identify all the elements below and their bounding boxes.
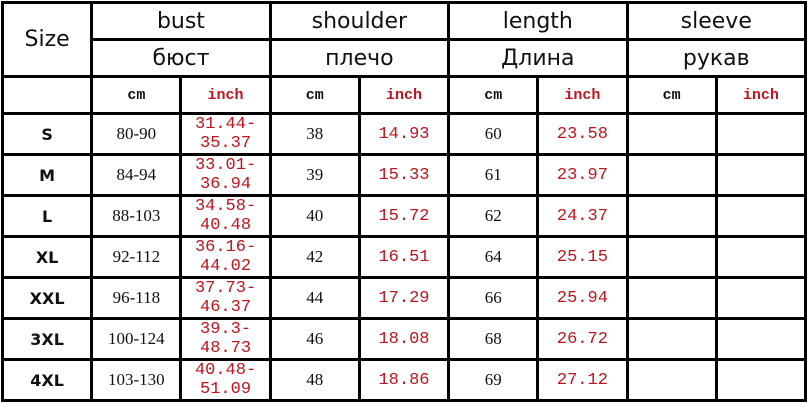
cm-value-cell: 38 (268, 112, 361, 156)
cm-value-cell (625, 235, 718, 279)
length-header: length (447, 1, 629, 41)
inch-value-cell: 23.58 (536, 112, 629, 156)
inch-value-cell (714, 112, 808, 156)
inch-value-cell: 39.3-48.73 (179, 317, 272, 361)
cm-value-cell: 68 (447, 317, 540, 361)
inch-value-cell (714, 153, 808, 197)
size-cell: M (0, 153, 94, 197)
table-row: 4XL 103-130 40.48-51.09 48 18.86 69 27.12 (0, 358, 808, 402)
inch-value-cell (714, 276, 808, 320)
cm-value-cell: 46 (268, 317, 361, 361)
unit-inch: inch (714, 75, 808, 115)
size-cell: XXL (0, 276, 94, 320)
length-header-ru: Длина (447, 38, 629, 78)
inch-value-cell: 25.94 (536, 276, 629, 320)
cm-value-cell: 40 (268, 194, 361, 238)
table-row: S 80-90 31.44-35.37 38 14.93 60 23.58 (0, 112, 808, 156)
header-row-ru: бюст плечо Длина рукав (3, 38, 808, 78)
table-row: M 84-94 33.01-36.94 39 15.33 61 23.97 (0, 153, 808, 197)
inch-value-cell: 18.08 (357, 317, 451, 361)
shoulder-header: shoulder (268, 1, 451, 41)
sleeve-header-ru: рукав (625, 38, 808, 78)
unit-cm: cm (90, 75, 183, 115)
inch-value-cell: 27.12 (536, 358, 629, 402)
blank-cell (0, 75, 94, 115)
header-row-en: Size bust shoulder length sleeve (0, 1, 808, 78)
inch-value-cell: 15.33 (357, 153, 451, 197)
inch-value-cell: 34.58-40.48 (179, 194, 272, 238)
unit-cm: cm (625, 75, 718, 115)
cm-value-cell: 88-103 (90, 194, 183, 238)
inch-value-cell: 36.16-44.02 (179, 235, 272, 279)
inch-value-cell: 23.97 (536, 153, 629, 197)
cm-value-cell (625, 276, 718, 320)
inch-value-cell (714, 235, 808, 279)
bust-header-ru: бюст (90, 38, 272, 78)
cm-value-cell: 48 (268, 358, 361, 402)
inch-value-cell: 33.01-36.94 (179, 153, 272, 197)
inch-value-cell: 37.73-46.37 (179, 276, 272, 320)
table-row: L 88-103 34.58-40.48 40 15.72 62 24.37 (0, 194, 808, 238)
size-cell: L (0, 194, 94, 238)
size-header: Size (0, 1, 94, 78)
inch-value-cell (714, 194, 808, 238)
inch-value-cell: 25.15 (536, 235, 629, 279)
cm-value-cell (625, 153, 718, 197)
inch-value-cell: 17.29 (357, 276, 451, 320)
shoulder-header-ru: плечо (268, 38, 451, 78)
inch-value-cell: 24.37 (536, 194, 629, 238)
cm-value-cell: 62 (447, 194, 540, 238)
unit-cm: cm (268, 75, 361, 115)
unit-inch: inch (536, 75, 629, 115)
unit-inch: inch (357, 75, 451, 115)
cm-value-cell (625, 358, 718, 402)
cm-value-cell: 96-118 (90, 276, 183, 320)
inch-value-cell: 14.93 (357, 112, 451, 156)
size-cell: XL (0, 235, 94, 279)
size-cell: 3XL (0, 317, 94, 361)
cm-value-cell (625, 194, 718, 238)
cm-value-cell: 44 (268, 276, 361, 320)
bust-header: bust (90, 1, 272, 41)
cm-value-cell: 80-90 (90, 112, 183, 156)
cm-value-cell: 42 (268, 235, 361, 279)
cm-value-cell: 66 (447, 276, 540, 320)
cm-value-cell (625, 317, 718, 361)
sleeve-header: sleeve (625, 1, 808, 41)
table-row: 3XL 100-124 39.3-48.73 46 18.08 68 26.72 (0, 317, 808, 361)
inch-value-cell: 26.72 (536, 317, 629, 361)
inch-value-cell: 16.51 (357, 235, 451, 279)
unit-inch: inch (179, 75, 272, 115)
cm-value-cell: 61 (447, 153, 540, 197)
cm-value-cell: 84-94 (90, 153, 183, 197)
inch-value-cell: 15.72 (357, 194, 451, 238)
cm-value-cell (625, 112, 718, 156)
size-cell: S (0, 112, 94, 156)
inch-value-cell: 31.44-35.37 (179, 112, 272, 156)
inch-value-cell (714, 358, 808, 402)
cm-value-cell: 92-112 (90, 235, 183, 279)
unit-cm: cm (447, 75, 540, 115)
cm-value-cell: 69 (447, 358, 540, 402)
table-row: XL 92-112 36.16-44.02 42 16.51 64 25.15 (0, 235, 808, 279)
unit-row: cm inch cm inch cm inch cm inch (0, 75, 808, 115)
cm-value-cell: 64 (447, 235, 540, 279)
inch-value-cell: 18.86 (357, 358, 451, 402)
size-cell: 4XL (0, 358, 94, 402)
cm-value-cell: 60 (447, 112, 540, 156)
cm-value-cell: 100-124 (90, 317, 183, 361)
table-row: XXL 96-118 37.73-46.37 44 17.29 66 25.94 (0, 276, 808, 320)
inch-value-cell: 40.48-51.09 (179, 358, 272, 402)
inch-value-cell (714, 317, 808, 361)
cm-value-cell: 103-130 (90, 358, 183, 402)
cm-value-cell: 39 (268, 153, 361, 197)
